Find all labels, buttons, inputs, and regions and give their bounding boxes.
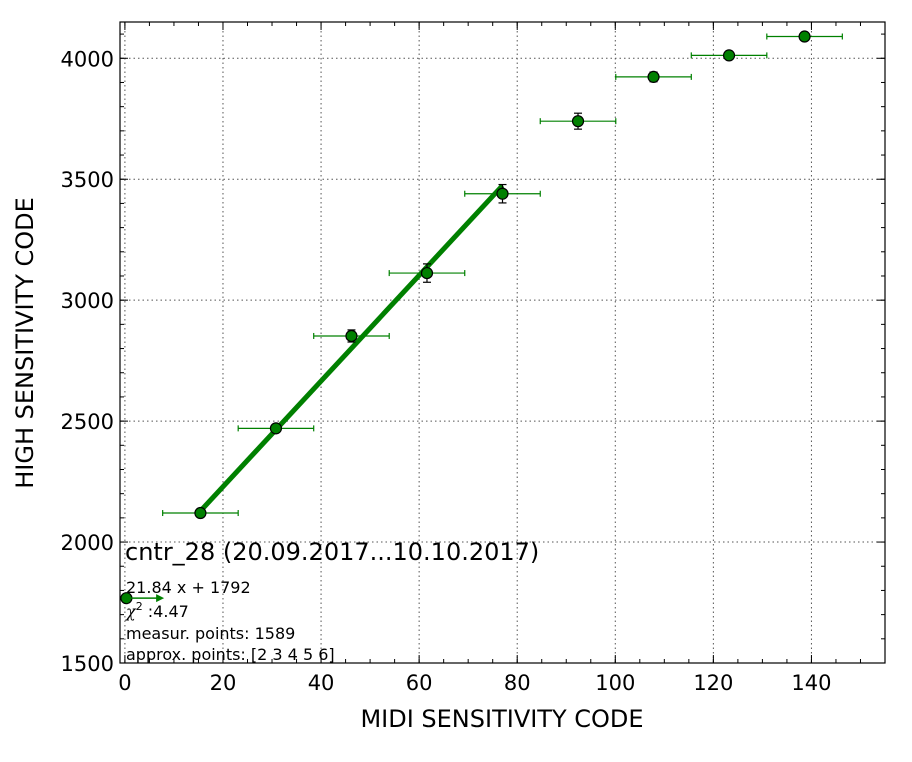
x-tick-label: 20 bbox=[210, 671, 237, 695]
chi2-exponent: 2 bbox=[136, 600, 143, 613]
data-point bbox=[420, 266, 434, 280]
chi2-symbol: χ bbox=[125, 602, 137, 621]
data-points bbox=[120, 30, 811, 605]
x-tick-label: 140 bbox=[791, 671, 831, 695]
y-tick-label: 2500 bbox=[61, 410, 114, 434]
data-point bbox=[194, 506, 207, 520]
annotation-title: cntr_28 (20.09.2017...10.10.2017) bbox=[125, 538, 539, 566]
data-point bbox=[647, 70, 660, 84]
data-point bbox=[345, 329, 358, 343]
x-tick-label: 60 bbox=[406, 671, 433, 695]
y-tick-label: 2000 bbox=[61, 531, 114, 555]
tick-labels: 0 20 40 60 80 100 120 140 1500 2000 2500 3000 3500 40… bbox=[61, 47, 832, 695]
plot-frame bbox=[119, 21, 886, 664]
arrow-layer bbox=[126, 594, 165, 603]
plot-background bbox=[120, 22, 885, 663]
data-point bbox=[722, 49, 736, 62]
data-point bbox=[798, 30, 811, 43]
data-point bbox=[496, 187, 509, 200]
annotation-block: cntr_28 (20.09.2017...10.10.2017) 21.84 … bbox=[125, 538, 539, 664]
y-tick-label: 3000 bbox=[61, 289, 114, 313]
y-tick-label: 1500 bbox=[61, 652, 114, 676]
x-tick-label: 40 bbox=[308, 671, 335, 695]
y-axis-label: HIGH SENSITIVITY CODE bbox=[11, 197, 39, 489]
x-tick-label: 100 bbox=[595, 671, 635, 695]
fit-line-layer bbox=[198, 183, 505, 513]
y-tick-label: 3500 bbox=[61, 168, 114, 192]
x-tick-label: 120 bbox=[693, 671, 733, 695]
y-tick-label: 4000 bbox=[61, 47, 114, 71]
fit-equation: 21.84 x + 1792 bbox=[126, 578, 251, 597]
x-tick-label: 0 bbox=[118, 671, 131, 695]
arrow-head bbox=[156, 594, 165, 603]
x-tick-label: 80 bbox=[504, 671, 531, 695]
chi2-value: :4.47 bbox=[143, 602, 189, 621]
approx-points: approx. points: [2 3 4 5 6] bbox=[126, 645, 335, 664]
data-point bbox=[269, 422, 283, 435]
chi2-label: χ2 :4.47 bbox=[125, 600, 189, 621]
fit-line bbox=[198, 183, 505, 513]
data-point bbox=[571, 115, 585, 128]
measured-points: measur. points: 1589 bbox=[126, 624, 295, 643]
x-axis-label: MIDI SENSITIVITY CODE bbox=[360, 705, 643, 733]
